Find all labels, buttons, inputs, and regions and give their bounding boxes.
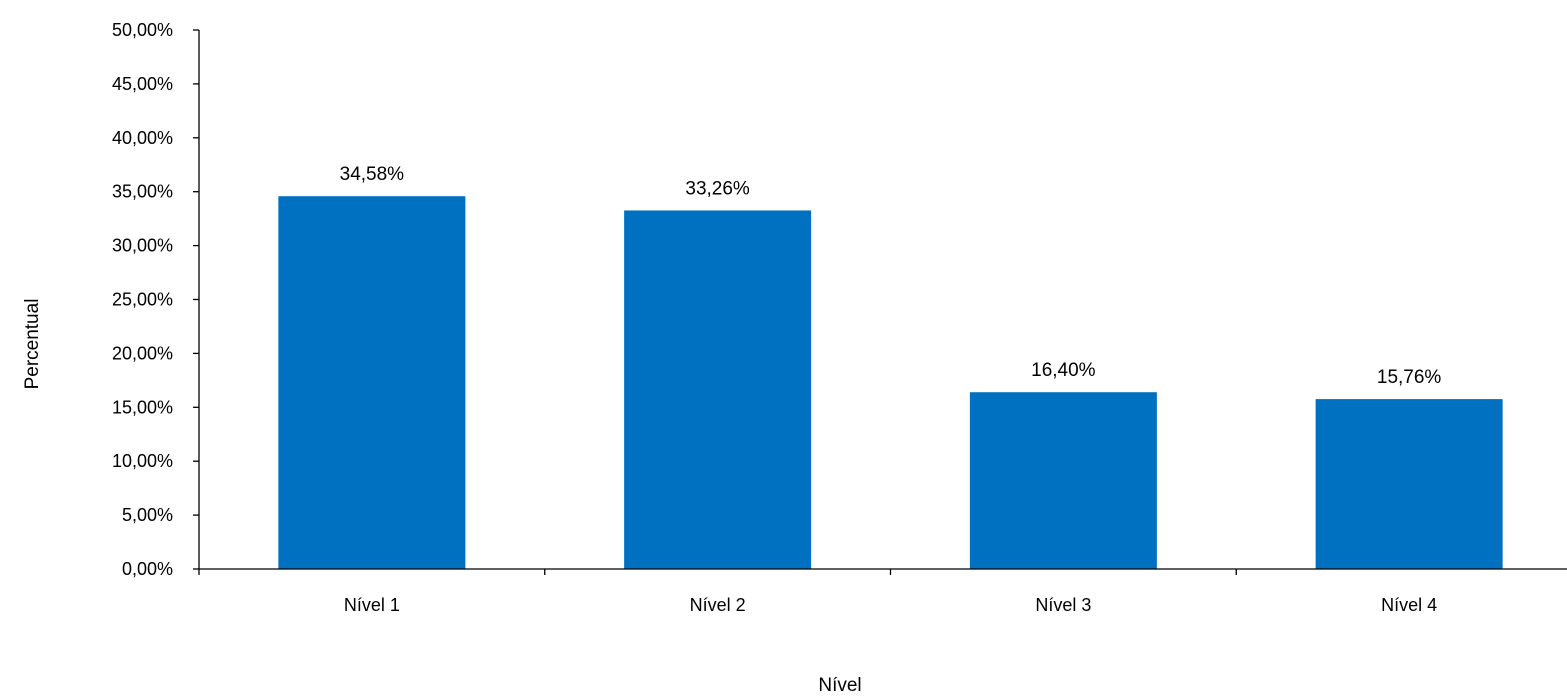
y-tick-label: 5,00% <box>122 505 173 525</box>
x-axis-ticks: Nível 1 Nível 2 Nível 3 Nível 4 <box>198 569 1437 615</box>
y-tick-label: 15,00% <box>112 397 173 417</box>
y-tick-label: 10,00% <box>112 451 173 471</box>
bar-value-label: 33,26% <box>685 178 750 199</box>
y-tick-label: 0,00% <box>122 559 173 579</box>
x-tick-label: Nível 2 <box>690 595 746 615</box>
y-tick-label: 35,00% <box>112 182 173 202</box>
y-tick-label: 40,00% <box>112 128 173 148</box>
bars <box>278 196 1503 569</box>
bar-value-label: 16,40% <box>1031 360 1096 381</box>
bar-value-label: 34,58% <box>340 164 405 185</box>
bar <box>624 210 812 569</box>
x-tick-label: Nível 4 <box>1381 595 1437 615</box>
data-labels: 34,58% 33,26% 16,40% 15,76% <box>340 164 1442 388</box>
x-tick-label: Nível 3 <box>1035 595 1091 615</box>
bar <box>969 392 1157 569</box>
y-axis-ticks: 0,00% 5,00% 10,00% 15,00% 20,00% 25,00% 30,00%… <box>112 20 199 579</box>
x-axis-title: Nível <box>818 675 861 696</box>
y-tick-label: 45,00% <box>112 74 173 94</box>
y-tick-label: 30,00% <box>112 236 173 256</box>
x-tick-label: Nível 1 <box>344 595 400 615</box>
bar <box>1315 399 1503 569</box>
bar-value-label: 15,76% <box>1377 367 1442 388</box>
bar <box>278 196 466 569</box>
y-tick-label: 20,00% <box>112 343 173 363</box>
y-tick-label: 50,00% <box>112 20 173 40</box>
y-tick-label: 25,00% <box>112 290 173 310</box>
y-axis-title: Percentual <box>22 299 43 390</box>
